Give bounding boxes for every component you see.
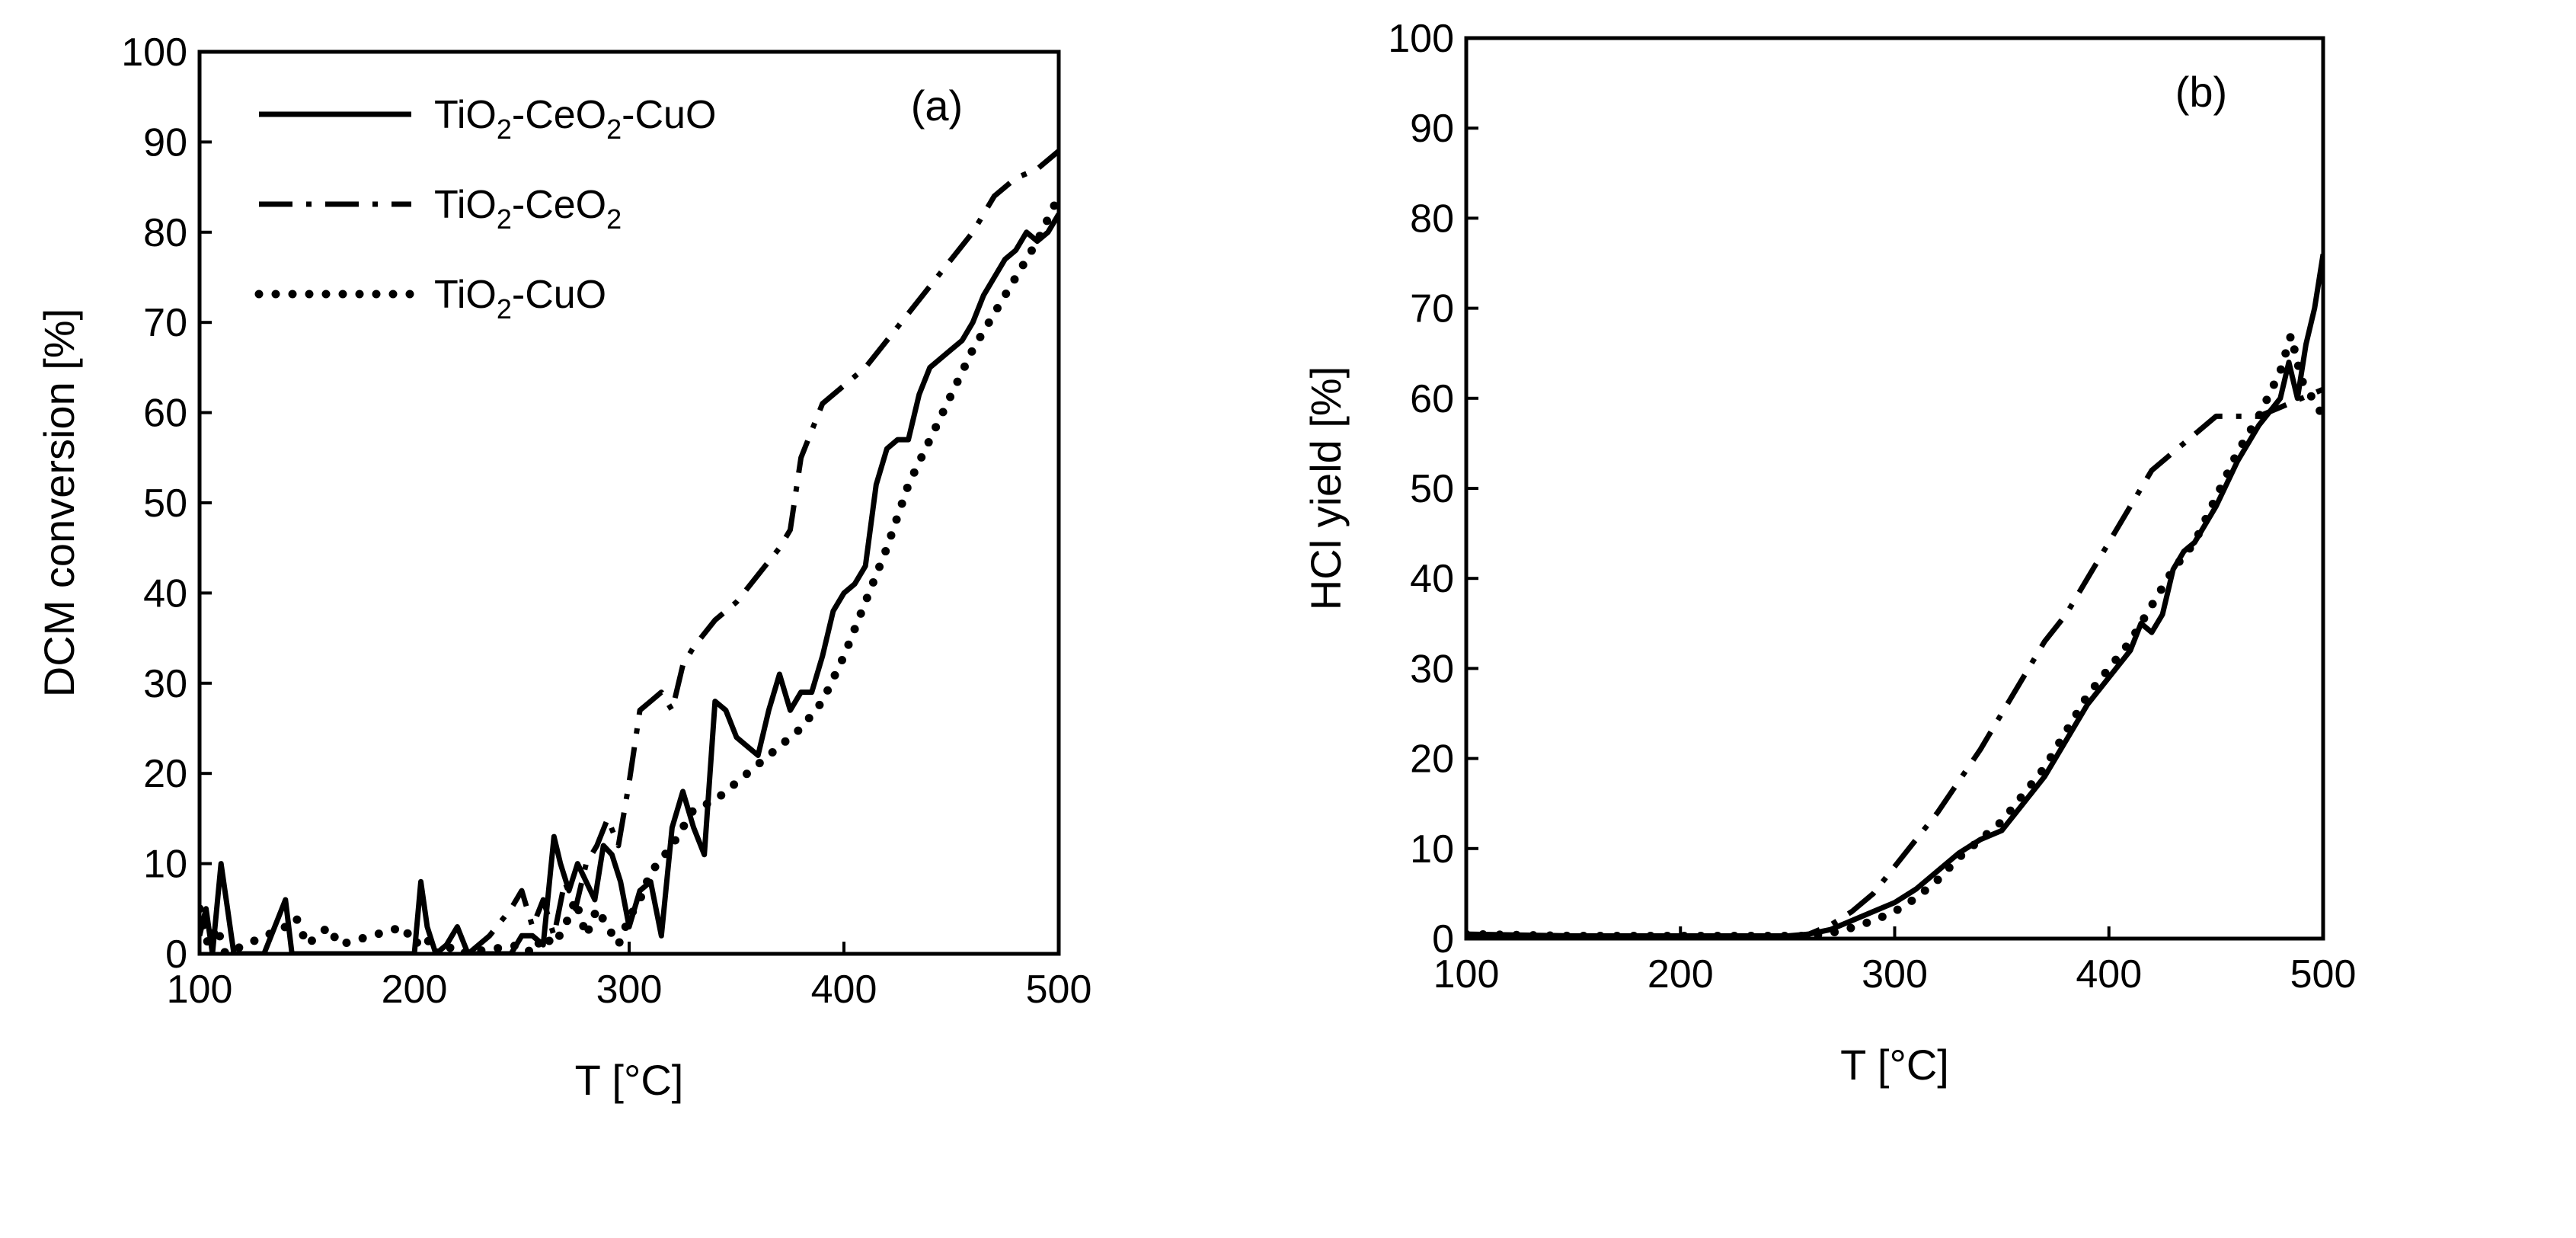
panel-b: 100 200 300 400 500 0 10 20 30 40 50 60 70 80 90 100 T […: [1302, 17, 2356, 1089]
y-tick-label: 30: [143, 662, 187, 706]
panel-label: (b): [2175, 68, 2227, 116]
y-tick-label: 0: [1432, 917, 1454, 961]
y-tick-label: 10: [143, 843, 187, 887]
legend-label: TiO2-CeO2: [434, 183, 622, 235]
x-tick-label: 300: [596, 968, 663, 1012]
y-tick-label: 100: [121, 30, 187, 75]
y-tick-label: 40: [143, 571, 187, 616]
y-tick-label: 70: [143, 301, 187, 345]
x-tick-label: 200: [1648, 952, 1714, 996]
series-line-solid: [200, 213, 1059, 954]
y-tick-label: 10: [1410, 827, 1454, 872]
legend: TiO2-CeO2-CuO TiO2-CeO2 TiO2-CuO: [254, 93, 716, 325]
y-tick-label: 0: [165, 932, 187, 977]
x-tick-label: 500: [2290, 952, 2357, 996]
x-tick-label: 300: [1862, 952, 1928, 996]
y-tick-label: 80: [143, 211, 187, 255]
series-line-dashdot: [466, 149, 1059, 954]
x-tick-label: 400: [2076, 952, 2142, 996]
series-line-dotted: [1466, 331, 2323, 939]
x-tick-label: 200: [382, 968, 448, 1012]
y-tick-label: 70: [1410, 287, 1454, 331]
series-line-dashdot: [1787, 386, 2323, 939]
x-tick-label: 100: [1433, 952, 1500, 996]
x-axis-label: T [°C]: [1840, 1041, 1949, 1089]
series-line-dotted: [200, 191, 1059, 954]
x-axis-label: T [°C]: [575, 1056, 684, 1104]
y-tick-label: 50: [1410, 467, 1454, 511]
x-tick-label: 500: [1026, 968, 1092, 1012]
y-tick-label: 80: [1410, 197, 1454, 241]
legend-label: TiO2-CeO2-CuO: [434, 93, 716, 145]
y-tick-label: 30: [1410, 647, 1454, 691]
plot-frame: [197, 50, 1061, 956]
y-tick-label: 60: [1410, 377, 1454, 421]
y-axis-label: DCM conversion [%]: [35, 309, 83, 697]
y-tick-label: 20: [1410, 737, 1454, 782]
y-tick-label: 90: [143, 120, 187, 165]
y-tick-label: 60: [143, 392, 187, 436]
x-tick-label: 400: [811, 968, 877, 1012]
y-tick-label: 40: [1410, 557, 1454, 601]
panel-a: 100 200 300 400 500 0 10 20 30 40 50 60 70 80 90 100 T […: [35, 30, 1091, 1104]
legend-label: TiO2-CuO: [434, 273, 606, 325]
y-axis-label: HCl yield [%]: [1302, 366, 1350, 611]
y-tick-label: 90: [1410, 107, 1454, 151]
y-tick-label: 100: [1388, 17, 1454, 61]
plot-frame: [1464, 36, 2325, 941]
series-line-solid: [1466, 254, 2323, 939]
y-tick-label: 20: [143, 752, 187, 796]
y-tick-label: 50: [143, 481, 187, 526]
x-tick-label: 100: [167, 968, 233, 1012]
panel-label: (a): [911, 82, 963, 130]
